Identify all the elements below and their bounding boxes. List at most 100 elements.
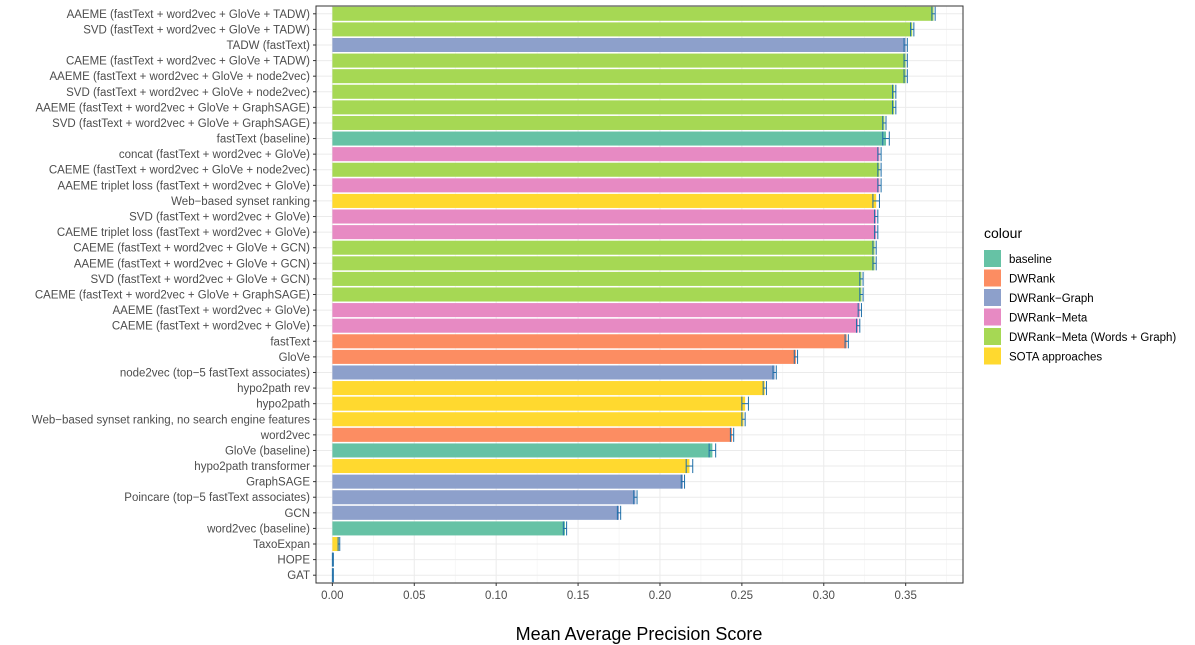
category-label: SVD (fastText + word2vec + GloVe + GCN) (90, 274, 310, 286)
category-label: SVD (fastText + word2vec + GloVe + TADW) (83, 24, 310, 36)
bar (332, 459, 690, 474)
bar (332, 427, 733, 442)
category-label: hypo2path (256, 399, 310, 411)
bar (332, 536, 339, 552)
legend-label: DWRank−Graph (1009, 293, 1094, 305)
legend-swatch (984, 328, 1001, 345)
error-bar (874, 209, 879, 224)
bar (332, 178, 880, 193)
error-bar (892, 100, 897, 115)
error-bar (729, 427, 735, 442)
category-label: SVD (fastText + word2vec + GloVe + Graph… (52, 118, 310, 130)
error-bar (872, 256, 877, 271)
error-bar (859, 287, 864, 302)
bar (332, 396, 746, 411)
category-label: hypo2path transformer (194, 461, 310, 473)
bar (332, 69, 906, 84)
category-label: AAEME (fastText + word2vec + GloVe) (113, 305, 311, 317)
bar (332, 287, 862, 302)
bar (332, 505, 620, 520)
bar (332, 349, 796, 364)
error-bar (633, 490, 638, 505)
legend-label: DWRank−Meta (1009, 313, 1088, 325)
category-label: AAEME (fastText + word2vec + GloVe + GCN… (74, 258, 310, 270)
bar (332, 225, 877, 240)
error-bar (708, 443, 717, 458)
category-label: GloVe (279, 352, 310, 364)
bar (332, 271, 862, 286)
category-label: concat (fastText + word2vec + GloVe) (119, 149, 310, 161)
category-label: TADW (fastText) (227, 40, 311, 52)
error-bar (680, 474, 686, 489)
error-bar (874, 225, 879, 240)
legend-label: DWRank (1009, 274, 1055, 286)
error-bar (857, 303, 862, 318)
category-label: CAEME triplet loss (fastText + word2vec … (57, 227, 310, 239)
category-label: CAEME (fastText + word2vec + GloVe) (112, 321, 310, 333)
category-label: HOPE (277, 555, 310, 567)
bar (332, 131, 887, 146)
bar (332, 490, 636, 505)
bar (332, 147, 880, 162)
category-label: CAEME (fastText + word2vec + GloVe + GCN… (73, 243, 310, 255)
legend-swatch (984, 289, 1001, 306)
bar (332, 412, 744, 427)
category-label: hypo2path rev (237, 383, 310, 395)
category-label: node2vec (top−5 fastText associates) (120, 367, 310, 379)
x-tick-label: 0.10 (485, 590, 507, 602)
category-label: Poincare (top−5 fastText associates) (124, 492, 310, 504)
x-tick-label: 0.25 (731, 590, 753, 602)
error-bar (877, 178, 882, 193)
x-tick-label: 0.20 (649, 590, 671, 602)
error-bar (903, 37, 908, 53)
category-label: Web−based synset ranking (171, 196, 310, 208)
category-label: fastText (270, 336, 310, 348)
bar (332, 22, 913, 37)
legend-swatch (984, 308, 1001, 326)
error-bar (741, 396, 749, 411)
category-label: SVD (fastText + word2vec + GloVe) (129, 212, 310, 224)
bar (332, 303, 860, 318)
error-bar (685, 459, 694, 474)
category-label: GraphSAGE (246, 477, 310, 489)
category-label: SVD (fastText + word2vec + GloVe + node2… (66, 87, 310, 99)
error-bar (903, 53, 908, 68)
category-labels: AAEME (fastText + word2vec + GloVe + TAD… (32, 9, 316, 582)
bar (332, 381, 765, 396)
legend-items: baseline DWRank DWRank−Graph DWRank−Meta DWR… (984, 250, 1176, 365)
category-label: CAEME (fastText + word2vec + GloVe + nod… (49, 165, 310, 177)
error-bar (877, 162, 882, 177)
x-tick-label: 0.35 (894, 590, 916, 602)
error-bar (741, 412, 746, 427)
error-bar (910, 22, 915, 37)
error-bar (772, 365, 777, 380)
bar (332, 193, 877, 208)
error-bar (859, 271, 864, 286)
error-bar (793, 349, 799, 364)
bar (332, 521, 565, 536)
category-label: AAEME (fastText + word2vec + GloVe + Gra… (35, 102, 310, 114)
bar (332, 256, 875, 271)
x-axis-title: Mean Average Precision Score (516, 624, 763, 644)
category-label: fastText (baseline) (217, 134, 310, 146)
bar (332, 100, 895, 115)
error-bar (856, 318, 861, 333)
error-bar (882, 115, 887, 130)
error-bar (331, 552, 334, 567)
error-bar (337, 536, 341, 552)
legend-swatch (984, 347, 1001, 365)
bar (332, 443, 713, 458)
error-bar (762, 381, 767, 396)
error-bar (903, 69, 908, 84)
error-bar (892, 84, 897, 99)
bar (332, 162, 880, 177)
error-bar (872, 193, 880, 208)
bar (332, 115, 885, 130)
error-bar (331, 568, 334, 583)
category-label: AAEME (fastText + word2vec + GloVe + TAD… (67, 9, 311, 21)
category-label: AAEME (fastText + word2vec + GloVe + nod… (50, 71, 311, 83)
legend-title: colour (984, 225, 1022, 241)
legend: colour baseline DWRank DWRank−Graph DWRank−… (984, 225, 1176, 365)
error-bar (877, 147, 882, 162)
